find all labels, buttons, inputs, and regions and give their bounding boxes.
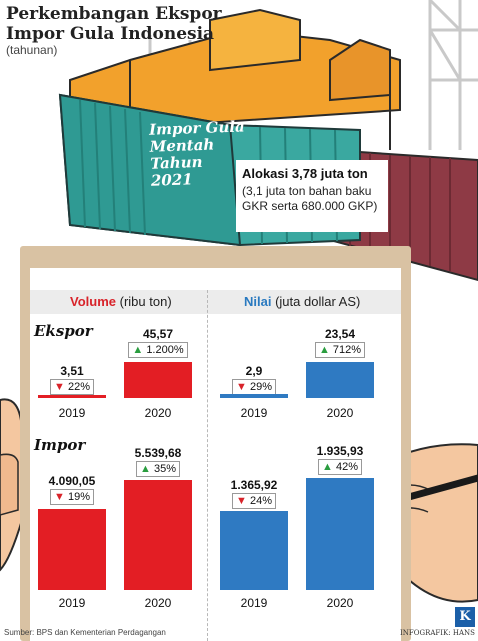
- value-label: 5.539,68: [134, 446, 182, 460]
- up-arrow-icon: ▲: [322, 461, 333, 473]
- change-value: 22%: [67, 381, 90, 393]
- value-header-unit: (juta dollar AS): [275, 294, 361, 309]
- change-value: 29%: [249, 381, 272, 393]
- change-value: 42%: [335, 461, 358, 473]
- value-label: 4.090,05: [48, 474, 96, 488]
- publisher-logo: K: [455, 607, 475, 627]
- page-subtitle: (tahunan): [6, 43, 58, 57]
- page-title: Perkembangan Ekspor Impor Gula Indonesia: [6, 4, 222, 44]
- change-value: 712%: [332, 344, 362, 356]
- left-hand: [0, 398, 23, 572]
- allocation-detail: (3,1 juta ton bahan baku GKR serta 680.0…: [242, 184, 378, 213]
- year-label: 2019: [240, 596, 268, 610]
- value-label: 1.935,93: [316, 444, 364, 458]
- bar: [38, 509, 106, 590]
- year-label: 2019: [58, 406, 86, 420]
- year-label: 2020: [144, 406, 172, 420]
- bar: [306, 362, 374, 398]
- value-header: Nilai (juta dollar AS): [244, 294, 360, 309]
- change-label: ▼ 19%: [32, 489, 112, 505]
- down-arrow-icon: ▼: [54, 381, 65, 393]
- volume-header-bold: Volume: [70, 294, 116, 309]
- down-arrow-icon: ▼: [54, 491, 65, 503]
- allocation-box: Alokasi 3,78 juta ton (3,1 juta ton baha…: [236, 160, 388, 232]
- volume-header: Volume (ribu ton): [70, 294, 172, 309]
- change-label: ▼ 29%: [214, 379, 294, 395]
- bar: [38, 395, 106, 398]
- change-label: ▼ 22%: [32, 379, 112, 395]
- title-line-2: Impor Gula Indonesia: [6, 24, 215, 44]
- value-label: 2,9: [245, 364, 263, 378]
- bar: [124, 480, 192, 590]
- change-value: 24%: [249, 495, 272, 507]
- change-label: ▲ 35%: [118, 461, 198, 477]
- value-label: 3,51: [60, 364, 84, 378]
- bar: [124, 362, 192, 398]
- year-label: 2020: [326, 596, 354, 610]
- value-label: 1.365,92: [230, 478, 278, 492]
- down-arrow-icon: ▼: [236, 495, 247, 507]
- year-label: 2020: [326, 406, 354, 420]
- change-value: 1.200%: [146, 344, 184, 356]
- column-header-bar: [30, 290, 401, 314]
- bar: [220, 394, 288, 398]
- volume-header-unit: (ribu ton): [119, 294, 172, 309]
- background-cranes: [148, 0, 478, 150]
- up-arrow-icon: ▲: [132, 344, 144, 356]
- year-label: 2020: [144, 596, 172, 610]
- year-label: 2019: [240, 406, 268, 420]
- section-label-ekspor: Ekspor: [34, 322, 93, 340]
- teal-container: [58, 93, 361, 247]
- title-line-1: Perkembangan Ekspor: [6, 4, 222, 24]
- change-label: ▲ 42%: [300, 459, 380, 475]
- up-arrow-icon: ▲: [318, 344, 330, 356]
- value-label: 23,54: [324, 327, 356, 341]
- value-label: 45,57: [142, 327, 174, 341]
- change-value: 19%: [67, 491, 90, 503]
- down-arrow-icon: ▼: [236, 381, 247, 393]
- up-arrow-icon: ▲: [140, 463, 151, 475]
- column-divider: [207, 290, 208, 641]
- bar: [220, 511, 288, 590]
- change-value: 35%: [153, 463, 176, 475]
- source-note: Sumber: BPS dan Kementerian Perdagangan: [4, 628, 166, 637]
- allocation-title: Alokasi 3,78 juta ton: [242, 166, 368, 181]
- year-label: 2019: [58, 596, 86, 610]
- section-label-impor: Impor: [34, 436, 86, 454]
- change-label: ▲ 1.200%: [118, 342, 198, 358]
- value-header-bold: Nilai: [244, 294, 272, 309]
- infographic-credit: INFOGRAFIK: HANS: [400, 629, 475, 637]
- bar: [306, 478, 374, 590]
- change-label: ▼ 24%: [214, 493, 294, 509]
- gantry-crane: [69, 8, 401, 150]
- change-label: ▲ 712%: [300, 342, 380, 358]
